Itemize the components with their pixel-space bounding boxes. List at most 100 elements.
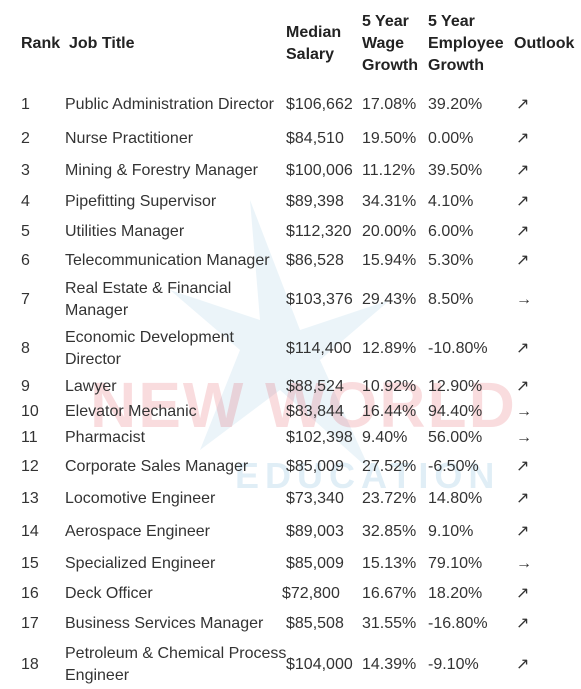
job-title: Corporate Sales Manager — [65, 457, 249, 475]
employee-growth: 5.30% — [428, 252, 474, 269]
employee-growth: 39.50% — [428, 161, 483, 179]
wage-growth: 9.40% — [362, 428, 408, 446]
header-title: Job Title — [69, 35, 135, 52]
header-rank: Rank — [21, 35, 61, 52]
employee-growth: 56.00% — [428, 428, 483, 446]
employee-growth: -6.50% — [428, 457, 479, 475]
employee-growth: 0.00% — [428, 129, 474, 147]
rank: 4 — [21, 192, 30, 210]
rank: 14 — [21, 522, 39, 540]
rank: 7 — [21, 291, 30, 308]
median-salary: $104,000 — [286, 655, 353, 673]
rank: 2 — [21, 129, 30, 147]
median-salary: $86,528 — [286, 252, 344, 269]
job-title: Business Services Manager — [65, 615, 264, 632]
employee-growth: 18.20% — [428, 584, 483, 602]
rank: 16 — [21, 584, 39, 602]
rank: 12 — [21, 457, 39, 475]
wage-growth: 27.52% — [362, 457, 417, 475]
outlook-arrow: ↗ — [516, 96, 530, 113]
job-title: Pharmacist — [65, 428, 146, 446]
outlook-arrow: ↗ — [516, 377, 530, 395]
median-salary: $89,398 — [286, 192, 344, 210]
wage-growth: 20.00% — [362, 222, 417, 240]
rank: 10 — [21, 402, 39, 420]
employee-growth: 8.50% — [428, 291, 474, 308]
median-salary: $112,320 — [286, 222, 352, 240]
job-title: Telecommunication Manager — [65, 252, 270, 269]
job-title: Aerospace Engineer — [65, 522, 210, 540]
median-salary: $84,510 — [286, 129, 344, 147]
outlook-arrow: ↗ — [516, 655, 530, 673]
rank: 11 — [21, 428, 38, 446]
watermark-star — [170, 200, 390, 470]
wage-growth: 32.85% — [362, 522, 417, 540]
header-employee: 5 Year Employee Growth — [428, 13, 504, 74]
outlook-arrow: → — [516, 291, 532, 308]
median-salary: $89,003 — [286, 522, 344, 540]
employee-growth: 9.10% — [428, 522, 474, 540]
wage-growth: 23.72% — [362, 489, 417, 507]
median-salary: $102,398 — [286, 428, 353, 446]
median-salary: $85,009 — [286, 457, 344, 475]
rank: 9 — [21, 377, 30, 395]
median-salary: $72,800 — [282, 584, 340, 602]
outlook-arrow: ↗ — [516, 161, 530, 179]
outlook-arrow: ↗ — [516, 615, 530, 632]
employee-growth: 79.10% — [428, 554, 483, 572]
job-title: Pipefitting Supervisor — [65, 192, 217, 210]
median-salary: $85,009 — [286, 554, 344, 572]
rank: 6 — [21, 252, 30, 269]
rank: 17 — [21, 615, 39, 632]
wage-growth: 15.13% — [362, 554, 417, 572]
employee-growth: 4.10% — [428, 192, 474, 210]
rank: 1 — [21, 96, 30, 113]
outlook-arrow: ↗ — [516, 192, 530, 210]
outlook-arrow: → — [516, 428, 532, 446]
header-wage: 5 Year Wage Growth — [362, 13, 418, 74]
median-salary: $85,508 — [286, 615, 344, 632]
wage-growth: 19.50% — [362, 129, 417, 147]
employee-growth: 6.00% — [428, 222, 474, 240]
job-title: Specialized Engineer — [65, 554, 216, 572]
header-salary: Median Salary — [286, 24, 342, 63]
employee-growth: 39.20% — [428, 96, 483, 113]
outlook-arrow: ↗ — [516, 457, 530, 475]
wage-growth: 16.67% — [362, 584, 417, 602]
job-title: Nurse Practitioner — [65, 129, 194, 147]
median-salary: $114,400 — [286, 340, 352, 357]
outlook-arrow: ↗ — [516, 129, 530, 147]
job-title: Real Estate & Financial Manager — [65, 280, 232, 319]
outlook-arrow: → — [516, 402, 532, 420]
wage-growth: 14.39% — [362, 655, 417, 673]
job-title: Petroleum & Chemical Process Engineer — [65, 644, 287, 684]
outlook-arrow: ↗ — [516, 222, 530, 240]
median-salary: $103,376 — [286, 291, 353, 308]
job-title: Deck Officer — [65, 584, 153, 602]
job-title: Locomotive Engineer — [65, 489, 216, 507]
outlook-arrow: ↗ — [516, 340, 530, 357]
job-title: Mining & Forestry Manager — [65, 161, 258, 179]
rank: 15 — [21, 554, 39, 572]
outlook-arrow: → — [516, 554, 532, 572]
outlook-arrow: ↗ — [516, 522, 530, 540]
outlook-arrow: ↗ — [516, 584, 530, 602]
outlook-arrow: ↗ — [516, 252, 530, 269]
wage-growth: 10.92% — [362, 377, 417, 395]
wage-growth: 31.55% — [362, 615, 417, 632]
median-salary: $100,006 — [286, 161, 353, 179]
median-salary: $106,662 — [286, 96, 353, 113]
employee-growth: -9.10% — [428, 655, 479, 673]
employee-growth: -10.80% — [428, 340, 488, 357]
employee-growth: 12.90% — [428, 377, 483, 395]
median-salary: $73,340 — [286, 489, 344, 507]
rank: 18 — [21, 655, 39, 673]
wage-growth: 11.12% — [362, 161, 416, 179]
job-title: Utilities Manager — [65, 222, 185, 240]
job-title: Economic Development Director — [65, 329, 234, 368]
wage-growth: 17.08% — [362, 96, 417, 113]
employee-growth: 14.80% — [428, 489, 483, 507]
job-title: Lawyer — [65, 377, 117, 395]
